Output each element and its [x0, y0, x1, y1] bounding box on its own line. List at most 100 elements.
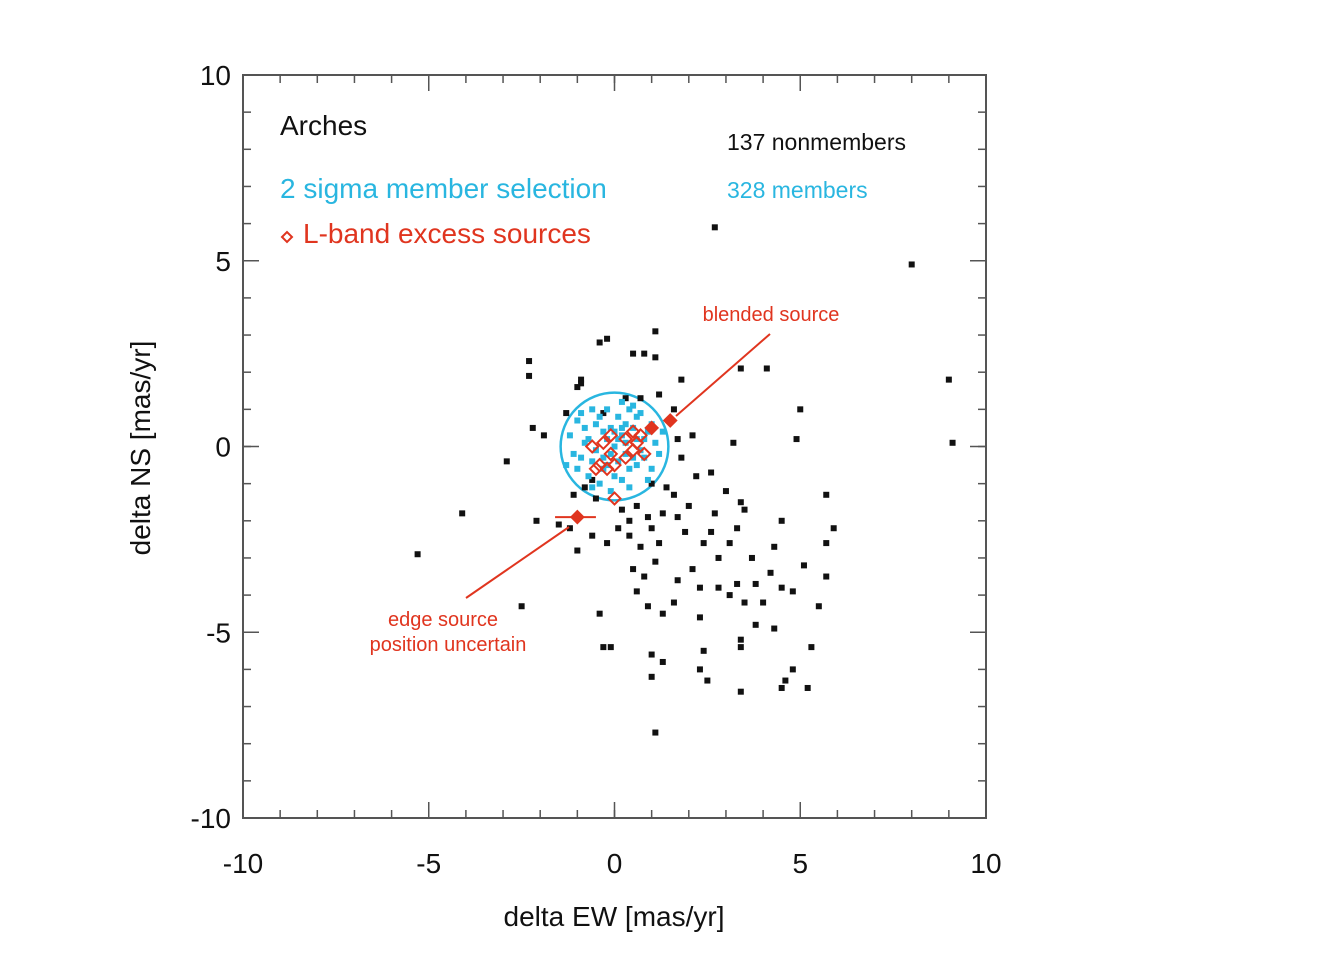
y-tick-label: 10 — [200, 60, 231, 91]
member-point — [604, 462, 611, 469]
nonmember-point — [641, 573, 648, 580]
member-point — [630, 424, 637, 431]
nonmember-point — [589, 532, 596, 539]
x-tick-label: 5 — [792, 848, 808, 879]
member-point — [622, 439, 629, 446]
excess-legend-label: L-band excess sources — [303, 218, 591, 249]
nonmember-point — [652, 328, 659, 335]
member-selection-circle — [559, 391, 670, 502]
nonmember-point — [815, 603, 822, 610]
nonmember-point — [518, 603, 525, 610]
nonmember-point — [708, 469, 715, 476]
nonmember-point — [555, 521, 562, 528]
nonmember-point — [726, 540, 733, 547]
nonmember-point — [823, 491, 830, 498]
nonmember-count: 137 nonmembers — [727, 129, 906, 155]
nonmember-point — [734, 580, 741, 587]
nonmember-point — [771, 625, 778, 632]
nonmember-point — [708, 528, 715, 535]
member-point — [630, 402, 637, 409]
nonmember-point — [674, 514, 681, 521]
member-point — [633, 462, 640, 469]
nonmember-point — [652, 558, 659, 565]
x-tick-label: 0 — [607, 848, 623, 879]
nonmember-point — [615, 525, 622, 532]
member-point — [615, 458, 622, 465]
x-tick-label: -10 — [223, 848, 263, 879]
member-point — [596, 413, 603, 420]
x-axis-label: delta EW [mas/yr] — [504, 901, 725, 932]
nonmember-point — [700, 540, 707, 547]
nonmember-point — [778, 584, 785, 591]
nonmember-point — [767, 569, 774, 576]
nonmember-point — [908, 261, 915, 268]
nonmember-point — [678, 376, 685, 383]
member-count: 328 members — [727, 177, 868, 203]
nonmember-point — [674, 436, 681, 443]
nonmember-point — [540, 432, 547, 439]
nonmember-point — [715, 554, 722, 561]
y-tick-label: 5 — [215, 246, 231, 277]
nonmember-point — [722, 488, 729, 495]
edge-source-annotation: edge source — [388, 609, 498, 631]
nonmember-point — [696, 614, 703, 621]
excess-source-point — [644, 420, 660, 436]
member-point — [611, 473, 618, 480]
member-point — [600, 454, 607, 461]
nonmember-point — [670, 406, 677, 413]
member-point — [622, 450, 629, 457]
nonmember-point — [652, 729, 659, 736]
nonmember-point — [578, 380, 585, 387]
nonmember-point — [685, 502, 692, 509]
excess-source-point — [618, 450, 634, 466]
nonmember-point — [622, 395, 629, 402]
member-point — [644, 428, 651, 435]
nonmember-point — [578, 376, 585, 383]
nonmember-point — [589, 476, 596, 483]
blended-source-annotation: blended source — [703, 304, 840, 326]
member-point — [637, 410, 644, 417]
excess-source-point — [633, 427, 648, 443]
nonmember-point — [663, 484, 670, 491]
member-point — [589, 406, 596, 413]
member-point — [585, 436, 592, 443]
member-point — [656, 450, 663, 457]
blended-source-leader — [675, 333, 771, 417]
member-point — [581, 424, 588, 431]
member-point — [607, 450, 614, 457]
y-tick-label: 0 — [215, 432, 231, 463]
member-point — [618, 476, 625, 483]
member-point — [607, 424, 614, 431]
nonmember-point — [600, 410, 607, 417]
nonmember-point — [526, 358, 533, 365]
excess-source-point — [607, 491, 622, 506]
nonmember-point — [704, 677, 711, 684]
nonmember-point — [730, 439, 737, 446]
member-point — [578, 410, 585, 417]
nonmember-point — [670, 491, 677, 498]
y-tick-labels: -10 -5 0 5 10 — [191, 60, 231, 834]
nonmember-point — [574, 384, 581, 391]
member-points — [563, 398, 666, 495]
member-point — [570, 450, 577, 457]
excess-source-point — [636, 446, 652, 462]
nonmember-point — [574, 547, 581, 554]
nonmember-point — [618, 506, 625, 513]
member-point — [622, 421, 629, 428]
member-point — [644, 476, 651, 483]
member-point — [633, 436, 640, 443]
excess-source-point — [603, 427, 619, 443]
nonmember-point — [689, 566, 696, 573]
nonmember-point — [682, 528, 689, 535]
member-point — [578, 454, 585, 461]
nonmember-point — [604, 540, 611, 547]
nonmember-point — [800, 562, 807, 569]
member-point — [581, 439, 588, 446]
nonmember-point — [737, 688, 744, 695]
nonmember-point — [563, 410, 570, 417]
member-point — [604, 436, 611, 443]
position-uncertain-annotation: position uncertain — [370, 634, 527, 656]
y-tick-label: -5 — [206, 617, 231, 648]
nonmember-point — [648, 651, 655, 658]
